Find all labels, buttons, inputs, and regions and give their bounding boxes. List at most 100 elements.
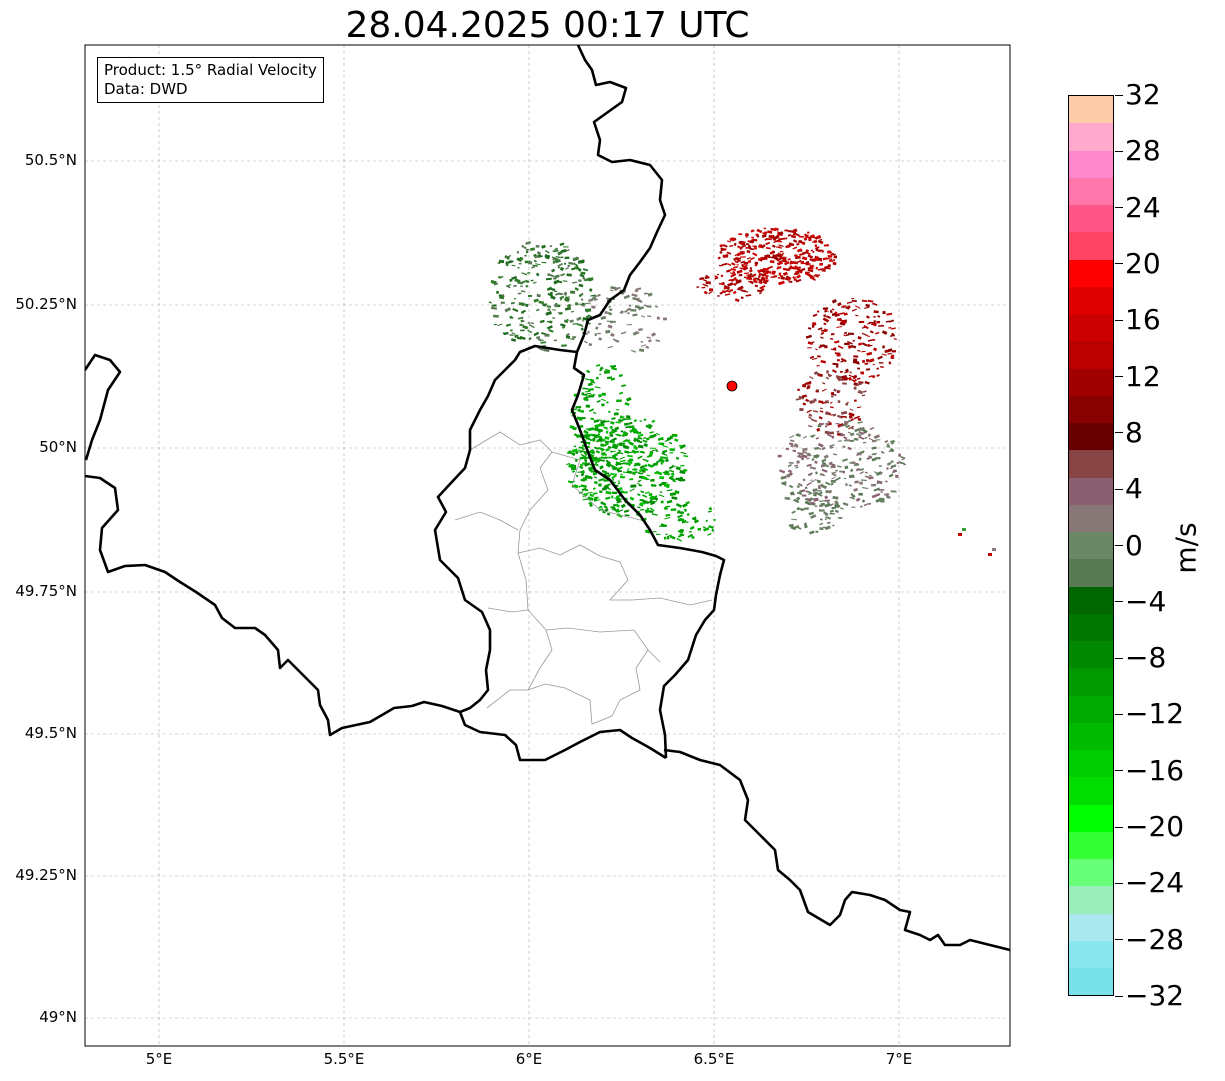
echo-pixel [847,376,852,381]
echo-pixel [784,261,790,266]
echo-pixel [582,448,585,451]
echo-pixel [546,277,552,281]
echo-pixel [566,318,569,321]
echo-pixel [561,344,567,347]
echo-pixel [675,456,680,460]
echo-pixel [792,449,796,452]
echo-pixel [875,331,880,335]
echo-pixel [815,348,818,351]
echo-pixel [817,489,822,492]
echo-pixel [678,444,683,447]
echo-pixel [553,339,557,342]
echo-pixel [800,507,807,512]
echo-pixel [823,307,827,311]
echo-pixel [642,494,648,498]
echo-pixel [655,470,663,476]
echo-pixel [714,276,719,280]
echo-pixel [849,439,855,443]
echo-pixel [641,500,644,503]
echo-pixel [840,305,847,308]
echo-pixel [861,342,868,347]
echo-pixel [536,250,542,255]
colorbar-segment [1069,205,1113,233]
echo-pixel [575,303,580,305]
echo-pixel [620,473,623,476]
echo-pixel [806,261,810,264]
echo-pixel [602,485,610,491]
echo-pixel [619,459,626,463]
echo-pixel [612,338,619,343]
echo-pixel [793,498,800,504]
echo-pixel [584,340,588,344]
echo-pixel [643,292,647,295]
colorbar-segment [1069,586,1113,614]
echo-pixel [609,308,613,312]
echo-pixel [669,469,675,473]
echo-pixel [679,533,685,537]
echo-pixel [493,282,499,286]
echo-pixel [659,491,663,493]
echo-pixel [549,245,553,248]
echo-pixel [787,469,793,474]
echo-pixel [614,497,620,499]
echo-pixel [817,446,822,450]
echo-pixel [615,409,620,411]
echo-pixel [797,388,800,391]
echo-pixel [604,436,610,440]
echo-pixel [867,433,872,438]
echo-pixel [528,294,533,297]
echo-pixel [598,337,602,341]
echo-pixel [573,445,577,448]
echo-pixel [828,489,833,493]
echo-pixel [581,487,587,492]
echo-pixel [559,242,565,246]
echo-pixel [584,474,591,479]
echo-pixel [801,241,806,246]
echo-pixel [822,526,829,529]
echo-pixel [858,430,863,435]
echo-pixel [888,361,892,365]
echo-pixel [570,310,574,313]
echo-pixel [601,392,606,396]
echo-pixel [856,433,862,437]
echo-pixel [537,255,543,259]
echo-pixel [740,260,746,264]
echo-pixel [832,524,835,527]
colorbar-unit-label: m/s [1169,522,1203,574]
echo-pixel [718,282,725,286]
echo-pixel [646,336,651,339]
echo-pixel [582,268,589,272]
echo-pixel [793,278,797,281]
echo-pixel [567,304,571,308]
echo-pixel [802,435,807,439]
echo-pixel [833,255,838,259]
echo-pixel [840,415,847,418]
echo-pixel [727,282,734,287]
echo-pixel [574,287,580,292]
echo-pixel [846,301,853,304]
echo-pixel [658,436,664,440]
echo-pixel [639,508,645,511]
colorbar-segment [1069,314,1113,342]
echo-pixel [858,389,863,393]
echo-pixel [526,271,531,274]
echo-pixel [721,290,726,294]
echo-pixel [879,497,885,501]
echo-pixel [643,442,649,448]
echo-pixel [615,421,621,424]
echo-pixel [610,365,617,368]
echo-pixel [739,246,743,250]
echo-pixel [882,345,885,349]
echo-pixel [777,231,784,236]
echo-pixel [679,529,684,533]
echo-pixel [838,517,843,519]
echo-pixel [619,442,626,445]
echo-pixel [610,332,615,337]
echo-pixel [520,290,526,293]
echo-pixel [571,262,576,266]
echo-pixel [820,422,825,426]
echo-pixel [580,410,584,413]
echo-pixel [809,466,817,470]
colorbar-segment [1069,477,1113,505]
echo-pixel [606,320,611,323]
